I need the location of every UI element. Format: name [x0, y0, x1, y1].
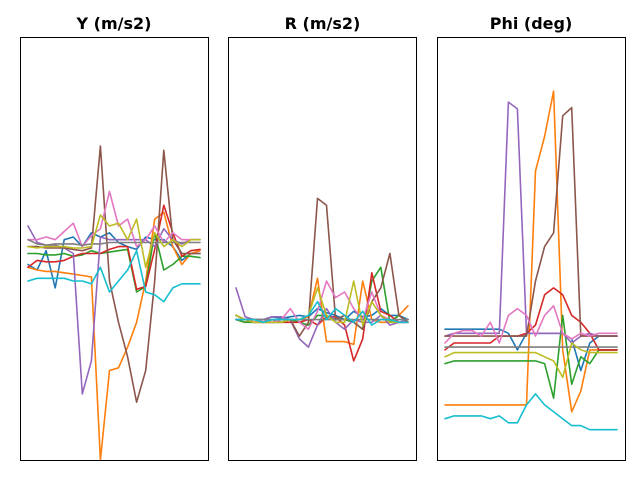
series-line-phi-2	[444, 90, 618, 413]
series-line-y-7	[27, 190, 201, 248]
panel-r: R (m/s2)	[228, 14, 417, 461]
series-line-y-8	[27, 238, 201, 246]
series-line-y-3	[27, 232, 201, 293]
axes-frame-phi	[437, 37, 626, 461]
panel-phi: Phi (deg)	[437, 14, 626, 461]
series-line-phi-3	[444, 314, 618, 399]
series-line-phi-4	[444, 287, 618, 351]
plot-area-y	[27, 145, 201, 461]
axes-frame-r	[228, 37, 417, 461]
series-line-r-10	[235, 300, 409, 326]
series-line-y-6	[27, 145, 201, 404]
panel-title-phi: Phi (deg)	[490, 14, 573, 33]
series-line-y-5	[27, 225, 201, 395]
series-line-y-2	[27, 211, 201, 461]
plot-area-r	[235, 197, 409, 362]
panel-title-r: R (m/s2)	[285, 14, 361, 33]
series-line-phi-5	[444, 101, 618, 344]
series-line-y-10	[27, 249, 201, 303]
series-line-phi-10	[444, 393, 618, 431]
series-line-phi-7	[444, 304, 618, 344]
series-line-y-1	[27, 232, 201, 289]
plot-area-phi	[444, 90, 618, 431]
panel-y: Y (m/s2)	[20, 14, 209, 461]
series-line-phi-9	[444, 342, 618, 379]
panel-title-y: Y (m/s2)	[76, 14, 152, 33]
series-line-y-9	[27, 214, 201, 269]
axes-frame-y	[20, 37, 209, 461]
